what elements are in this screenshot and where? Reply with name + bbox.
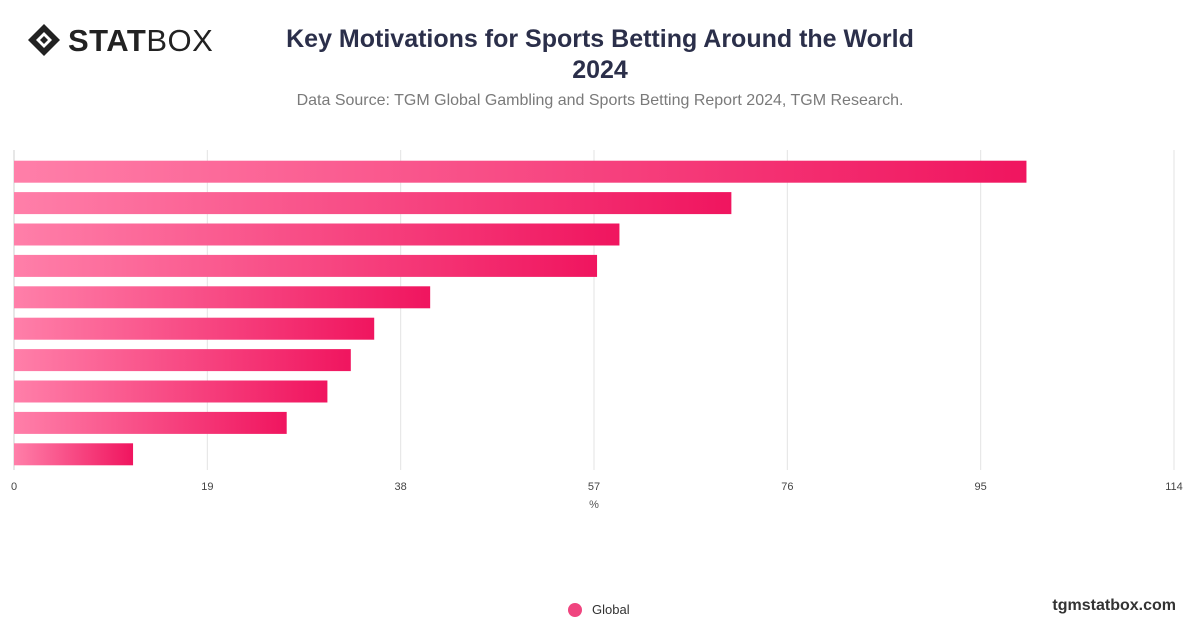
legend-label: Global xyxy=(592,602,630,617)
bar[interactable] xyxy=(14,349,351,372)
bar[interactable] xyxy=(14,192,732,215)
x-tick-label: 76 xyxy=(781,481,793,493)
site-url[interactable]: tgmstatbox.com xyxy=(1052,597,1176,614)
chart-title-line2: 2024 xyxy=(572,56,628,84)
bar[interactable] xyxy=(14,160,1027,183)
x-tick-label: 38 xyxy=(395,481,407,493)
chart-title-line1: Key Motivations for Sports Betting Aroun… xyxy=(286,25,914,53)
logo-wordmark: STATBOX xyxy=(68,25,213,56)
diamond-logo-icon xyxy=(28,24,60,56)
x-tick-label: 0 xyxy=(11,481,17,493)
x-tick-label: 57 xyxy=(588,481,600,493)
statbox-logo: STATBOX xyxy=(26,22,213,58)
legend[interactable]: Global xyxy=(568,602,630,617)
x-tick-label: 19 xyxy=(201,481,213,493)
logo-bold-text: STAT xyxy=(68,22,147,58)
bar[interactable] xyxy=(14,317,375,340)
logo-light-text: BOX xyxy=(146,22,214,58)
legend-marker xyxy=(568,602,582,617)
chart-title: Key Motivations for Sports Betting Aroun… xyxy=(200,24,1000,86)
x-tick-label: 114 xyxy=(1165,481,1183,493)
bar[interactable] xyxy=(14,411,287,434)
bar[interactable] xyxy=(14,254,598,277)
chart-subtitle: Data Source: TGM Global Gambling and Spo… xyxy=(296,92,904,109)
x-tick-label: 95 xyxy=(975,481,987,493)
bar[interactable] xyxy=(14,380,328,403)
bar[interactable] xyxy=(14,223,620,246)
bar[interactable] xyxy=(14,443,134,466)
bar[interactable] xyxy=(14,286,431,309)
x-axis-label: % xyxy=(589,499,599,511)
